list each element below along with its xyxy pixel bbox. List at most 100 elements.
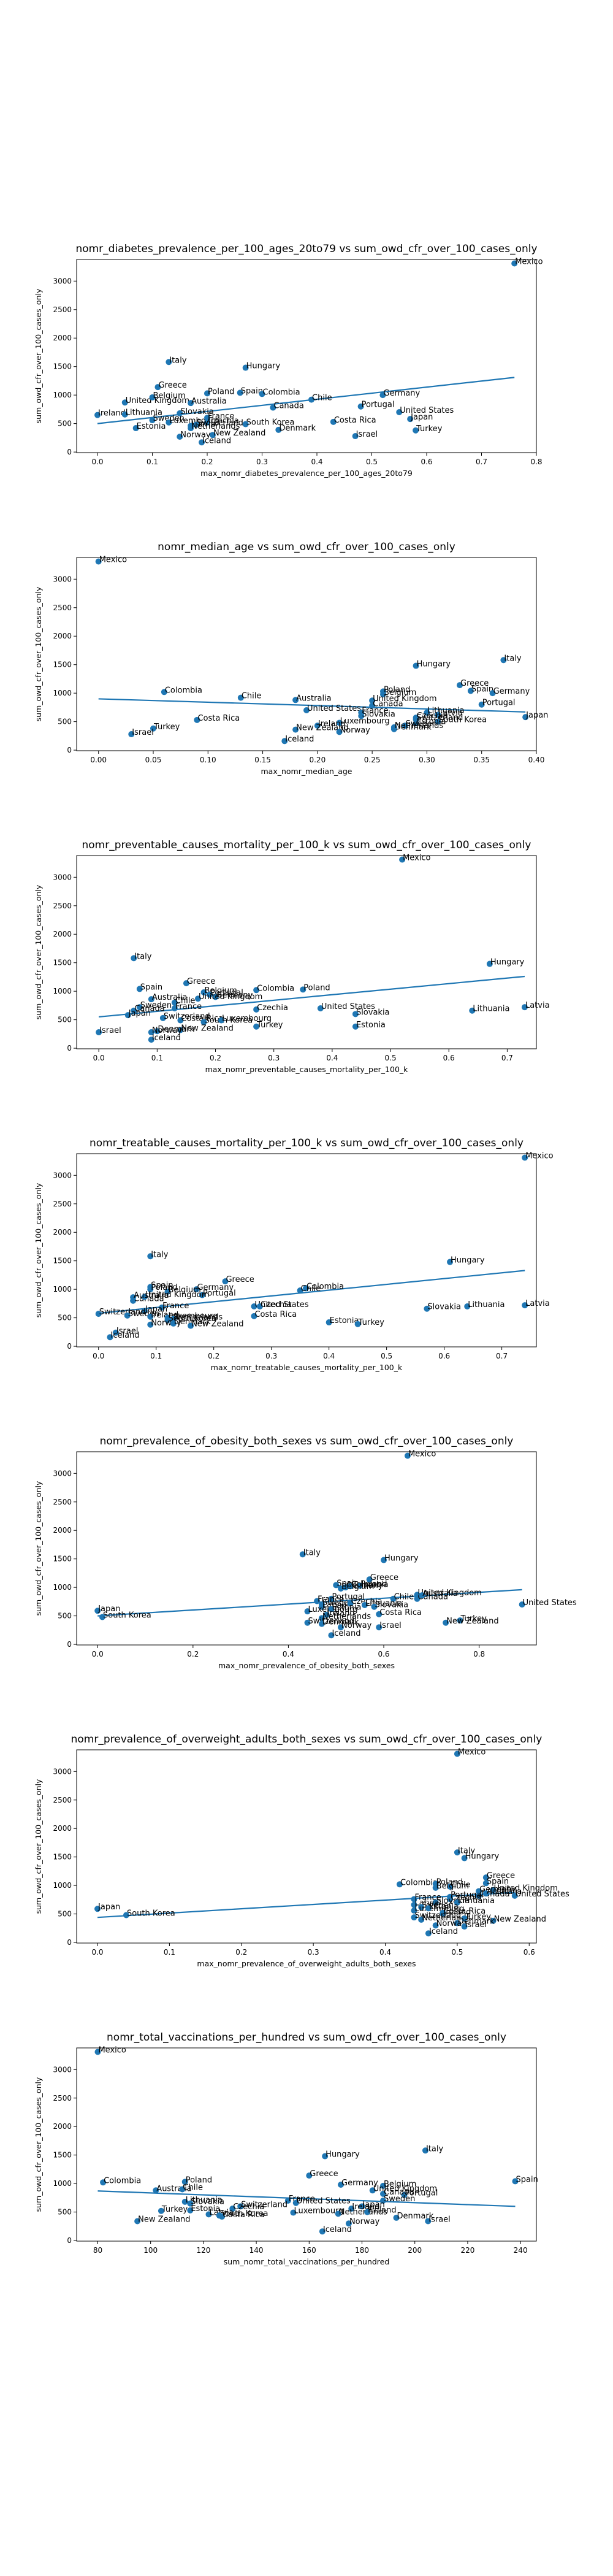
data-point-label: Lithuania: [468, 1300, 504, 1309]
data-point-label: Portugal: [405, 2189, 438, 2198]
chart-title: nomr_prevalence_of_obesity_both_sexes vs…: [100, 1435, 514, 1447]
data-point: [435, 711, 441, 718]
data-point: [454, 1920, 460, 1926]
y-tick-label: 3000: [53, 1469, 72, 1478]
data-point-label: Turkey: [416, 424, 443, 434]
data-point: [194, 995, 201, 1002]
x-tick-label: 0.35: [473, 756, 490, 764]
data-point: [519, 1601, 525, 1608]
data-point: [141, 1308, 148, 1314]
data-point-label: Portugal: [451, 1891, 484, 1900]
data-point: [100, 2179, 107, 2186]
data-point: [328, 1606, 335, 1612]
x-tick-label: 0.2: [208, 1352, 219, 1360]
data-point-label: New Zealand: [138, 2215, 190, 2224]
data-point: [306, 2172, 313, 2179]
y-tick-label: 2500: [53, 305, 72, 314]
data-point: [166, 419, 172, 426]
data-point-label: Colombia: [165, 686, 202, 695]
chart-title: nomr_diabetes_prevalence_per_100_ages_20…: [75, 243, 537, 255]
data-point-label: Greece: [226, 1275, 254, 1284]
data-point: [242, 364, 249, 371]
data-point-label: Estonia: [191, 2204, 220, 2214]
data-point-label: Spain: [140, 983, 162, 992]
data-point: [369, 702, 376, 709]
data-point: [130, 1294, 137, 1301]
data-point-label: Portugal: [203, 1289, 236, 1298]
data-point-label: Sweden: [384, 2195, 415, 2204]
data-point-label: Hungary: [490, 958, 525, 967]
data-point-label: France: [175, 1002, 202, 1011]
x-tick-label: 0.2: [187, 1650, 199, 1658]
data-point: [432, 1922, 439, 1929]
data-point: [207, 991, 213, 998]
data-point: [390, 724, 397, 730]
y-tick-label: 0: [67, 448, 72, 456]
data-point: [256, 1303, 263, 1310]
data-point: [259, 391, 265, 397]
plot-frame: [76, 2047, 537, 2242]
chart-3: nomr_preventable_causes_mortality_per_10…: [34, 839, 550, 1074]
data-point: [482, 1874, 489, 1881]
data-point: [205, 2211, 212, 2218]
data-point-label: Italy: [426, 2144, 444, 2153]
data-point-label: Turkey: [465, 1912, 492, 1922]
data-point-label: Czechia: [257, 1003, 288, 1013]
chart-6: nomr_prevalence_of_overweight_adults_bot…: [34, 1733, 569, 1968]
data-point: [413, 427, 419, 434]
data-point-label: Mexico: [515, 258, 543, 267]
y-tick-label: 1500: [53, 661, 72, 669]
data-point: [379, 392, 386, 399]
data-point: [464, 1303, 471, 1310]
data-point: [328, 1595, 335, 1602]
data-point-label: Netherlands: [191, 422, 240, 431]
data-point-label: Lithuania: [458, 1896, 495, 1906]
data-point: [404, 1452, 411, 1459]
data-point-label: Germany: [346, 1581, 383, 1590]
data-point-label: New Zealand: [494, 1915, 546, 1924]
data-point-label: Canada: [273, 402, 303, 411]
data-point-label: Sweden: [153, 414, 185, 423]
data-point: [347, 1583, 354, 1590]
x-tick-label: 0.6: [421, 458, 432, 466]
data-point-label: Turkey: [358, 1318, 385, 1327]
y-tick-label: 2500: [53, 1796, 72, 1804]
data-point-label: Mexico: [98, 2046, 126, 2055]
x-tick-label: 0.0: [91, 458, 103, 466]
x-tick-label: 0.3: [308, 1948, 319, 1957]
data-point: [95, 1311, 102, 1317]
data-point-label: United States: [307, 704, 361, 713]
data-point-label: Colombia: [400, 1878, 438, 1887]
x-axis-label: max_nomr_median_age: [261, 767, 352, 776]
data-point: [112, 1329, 119, 1336]
y-tick-label: 500: [58, 1910, 72, 1919]
x-tick-label: 0.1: [150, 1352, 162, 1360]
chart-title: nomr_treatable_causes_mortality_per_100_…: [89, 1137, 524, 1149]
data-point: [251, 1303, 257, 1310]
y-tick-label: 3000: [53, 873, 72, 881]
data-point: [96, 1029, 102, 1036]
data-point: [132, 425, 139, 432]
x-tick-label: 140: [249, 2246, 264, 2255]
data-point: [128, 731, 135, 738]
plot-frame: [76, 1451, 537, 1646]
data-point-label: Turkey: [256, 1021, 283, 1030]
data-point-label: Greece: [310, 2169, 338, 2179]
data-point-label: Hungary: [326, 2150, 360, 2160]
data-point-label: Turkey: [153, 723, 180, 732]
data-point: [179, 2186, 186, 2193]
data-point: [461, 1923, 468, 1930]
data-point-label: Costa Rica: [197, 714, 240, 723]
data-point-label: Sweden: [406, 719, 437, 729]
data-point-label: Israel: [428, 2215, 451, 2224]
data-point-label: Finland: [368, 2206, 396, 2215]
data-point-label: Estonia: [417, 717, 446, 726]
data-point: [328, 1632, 335, 1639]
data-point-label: Czechia: [417, 711, 448, 721]
data-point-label: Switzerland: [241, 2200, 287, 2209]
data-point-label: Canada: [134, 1005, 164, 1014]
data-point-label: Ireland: [352, 2202, 379, 2212]
data-point-label: Mexico: [408, 1450, 436, 1459]
data-point: [204, 419, 211, 426]
data-point: [317, 1005, 324, 1012]
